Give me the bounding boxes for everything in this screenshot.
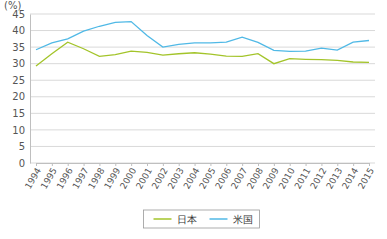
x-tick-mark bbox=[337, 163, 338, 166]
y-tick-label: 30 bbox=[12, 58, 25, 69]
y-tick-label: 10 bbox=[12, 125, 25, 136]
x-tick-mark bbox=[242, 163, 243, 166]
y-tick-label: 15 bbox=[12, 108, 25, 119]
legend-label: 米国 bbox=[233, 214, 253, 225]
y-tick: 0 bbox=[19, 158, 30, 169]
plot: 0510152025303540451994199519961997199819… bbox=[12, 9, 376, 191]
x-tick-mark bbox=[353, 163, 354, 166]
x-tick-mark bbox=[131, 163, 132, 166]
x-tick-mark bbox=[290, 163, 291, 166]
x-tick-mark bbox=[274, 163, 275, 166]
y-tick: 10 bbox=[12, 125, 30, 136]
y-tick-label: 20 bbox=[12, 91, 25, 102]
x-tick-mark bbox=[147, 163, 148, 166]
y-tick: 40 bbox=[12, 25, 30, 36]
grid-line bbox=[30, 63, 375, 64]
grid-line bbox=[30, 129, 375, 130]
x-tick-label: 2015 bbox=[356, 166, 376, 191]
grid-line bbox=[30, 14, 375, 15]
lines bbox=[36, 22, 369, 66]
series-line bbox=[36, 22, 369, 52]
y-tick-label: 40 bbox=[12, 25, 25, 36]
legend: 日本 米国 bbox=[144, 210, 260, 228]
x-tick: 2015 bbox=[356, 163, 376, 191]
y-axis: 051015202530354045 bbox=[12, 9, 30, 169]
x-tick-mark bbox=[210, 163, 211, 166]
grid-line bbox=[30, 96, 375, 97]
x-tick-mark bbox=[321, 163, 322, 166]
y-tick-label: 5 bbox=[19, 141, 25, 152]
legend-swatch bbox=[154, 218, 172, 220]
x-tick-mark bbox=[258, 163, 259, 166]
x-tick-mark bbox=[99, 163, 100, 166]
legend-swatch bbox=[210, 218, 228, 220]
x-tick-mark bbox=[115, 163, 116, 166]
y-tick: 20 bbox=[12, 91, 30, 102]
series-line bbox=[36, 42, 369, 66]
grid bbox=[30, 14, 375, 163]
y-tick: 35 bbox=[12, 42, 30, 53]
x-tick-mark bbox=[163, 163, 164, 166]
x-tick-mark bbox=[84, 163, 85, 166]
y-axis-label: (%) bbox=[4, 0, 21, 11]
y-tick-label: 35 bbox=[12, 42, 25, 53]
x-axis: 1994199519961997199819992000200120022003… bbox=[23, 163, 376, 191]
x-tick-mark bbox=[179, 163, 180, 166]
grid-line bbox=[30, 80, 375, 81]
grid-line bbox=[30, 113, 375, 114]
y-tick-label: 25 bbox=[12, 75, 25, 86]
x-tick-mark bbox=[195, 163, 196, 166]
legend-box bbox=[144, 210, 260, 228]
y-tick-label: 0 bbox=[19, 158, 25, 169]
x-tick-mark bbox=[68, 163, 69, 166]
chart: 0510152025303540451994199519961997199819… bbox=[0, 0, 387, 239]
x-tick-mark bbox=[306, 163, 307, 166]
x-tick-mark bbox=[226, 163, 227, 166]
x-axis-line bbox=[37, 163, 370, 164]
grid-line bbox=[30, 146, 375, 147]
grid-line bbox=[30, 30, 375, 31]
legend-label: 日本 bbox=[177, 214, 197, 225]
grid-line bbox=[30, 163, 375, 164]
y-tick: 5 bbox=[19, 141, 30, 152]
y-tick: 25 bbox=[12, 75, 30, 86]
x-tick-mark bbox=[36, 163, 37, 166]
y-tick: 30 bbox=[12, 58, 30, 69]
x-tick-mark bbox=[52, 163, 53, 166]
x-tick-mark bbox=[369, 163, 370, 166]
y-tick: 15 bbox=[12, 108, 30, 119]
y-axis-line bbox=[30, 15, 31, 164]
